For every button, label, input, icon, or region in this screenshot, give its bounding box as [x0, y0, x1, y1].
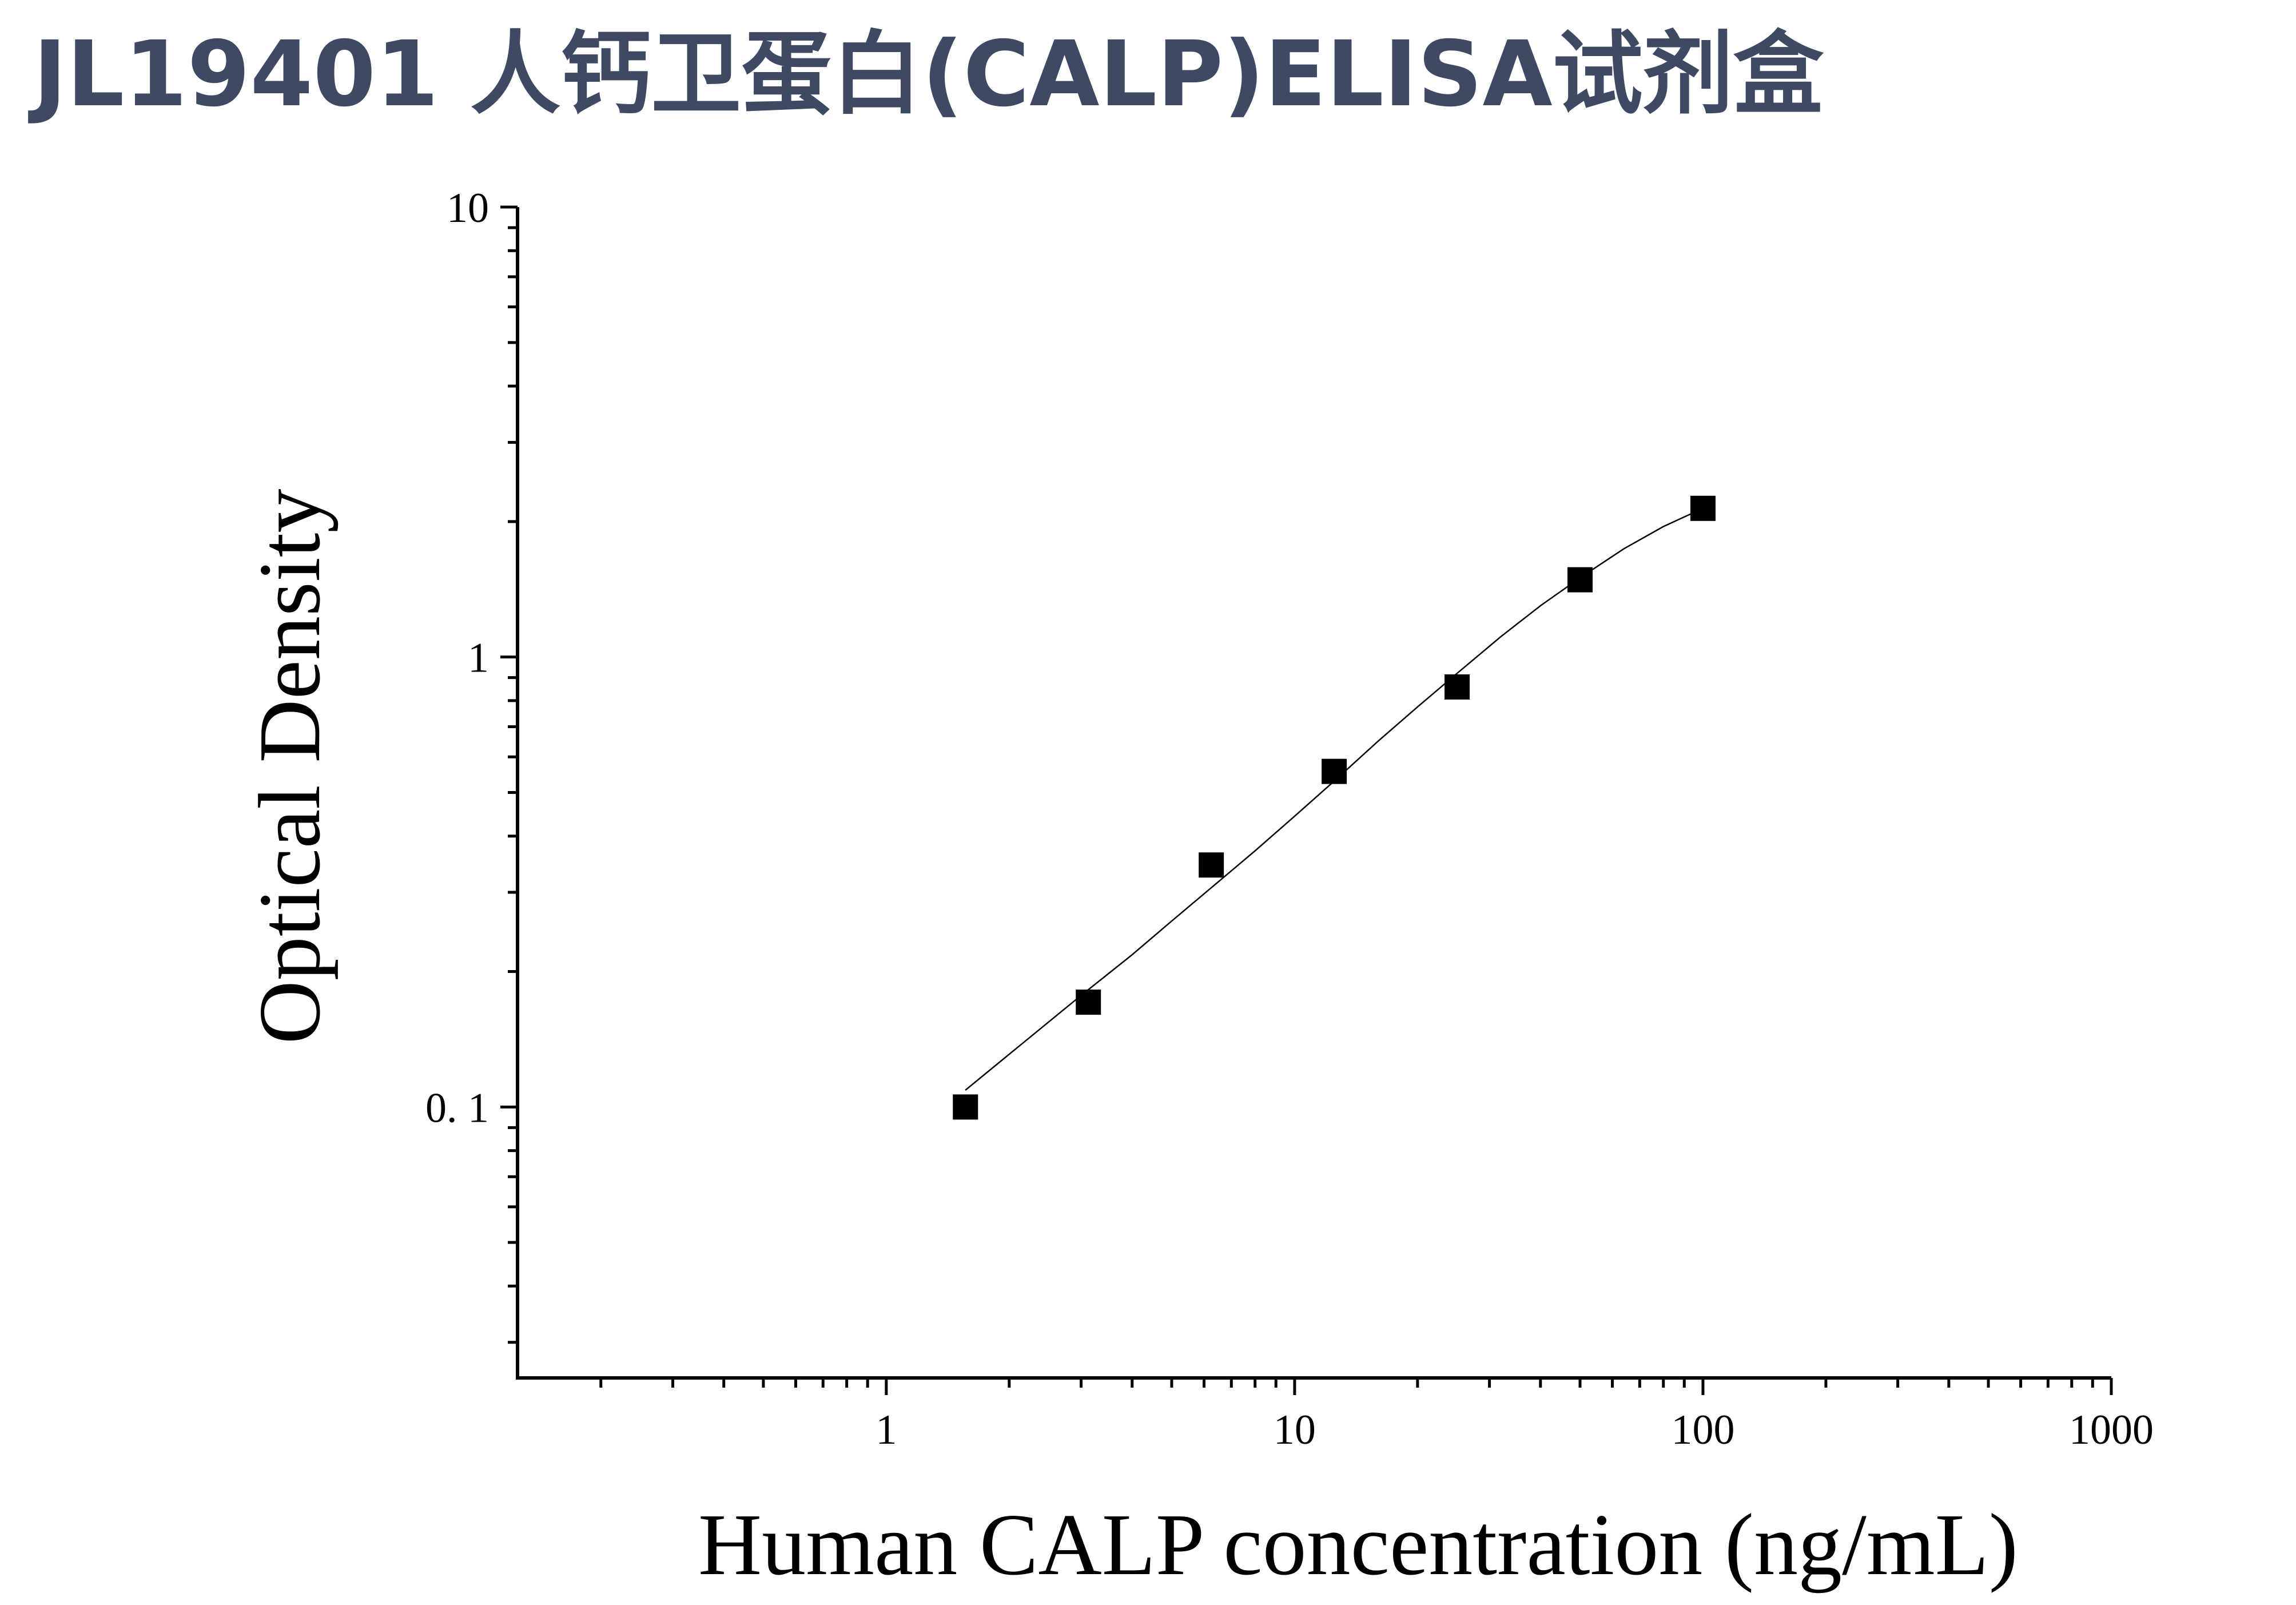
y-axis-title: Optical Density	[241, 489, 339, 1044]
data-point	[1567, 567, 1593, 593]
data-point	[1445, 674, 1470, 700]
x-axis-title: Human CALP concentration (ng/mL)	[698, 1496, 2018, 1594]
axes	[516, 207, 2111, 1380]
data-point	[1322, 758, 1347, 784]
data-point	[1199, 852, 1224, 878]
data-point	[1076, 990, 1101, 1015]
y-tick-label: 1	[468, 635, 489, 682]
page-title: JL19401 人钙卫蛋白(CALP)ELISA试剂盒	[33, 22, 1824, 127]
x-tick-label: 100	[1671, 1407, 1734, 1453]
x-tick-label: 10	[1274, 1407, 1316, 1453]
ticks: 1 10 100 1000 0. 1 1 10	[425, 185, 2154, 1453]
data-points	[953, 495, 1716, 1120]
x-tick-label: 1	[876, 1407, 897, 1453]
data-point	[953, 1094, 978, 1120]
y-tick-label: 0. 1	[425, 1084, 489, 1131]
data-point	[1690, 495, 1716, 521]
x-tick-label: 1000	[2069, 1407, 2154, 1453]
y-tick-label: 10	[447, 185, 489, 232]
